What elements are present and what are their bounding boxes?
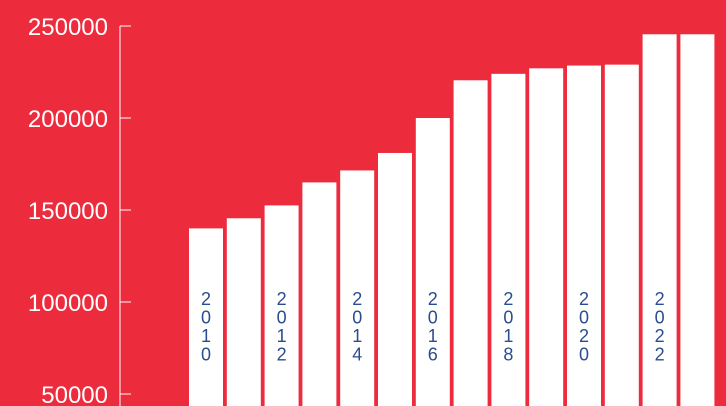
- bar: [378, 152, 412, 406]
- y-tick-label: 50000: [41, 382, 108, 406]
- bar: [189, 228, 223, 406]
- bar: [529, 68, 564, 406]
- y-tick-label: 200000: [28, 106, 108, 133]
- bar: [302, 182, 337, 406]
- bar: [567, 65, 601, 406]
- bar: [340, 170, 375, 406]
- bar: [680, 34, 715, 406]
- y-tick-label: 250000: [28, 14, 108, 41]
- y-tick-label: 150000: [28, 198, 108, 225]
- bar: [226, 218, 261, 406]
- bar: [415, 118, 450, 406]
- bar: [453, 80, 488, 406]
- bar: [491, 73, 526, 406]
- bar: [642, 34, 677, 406]
- y-tick-label: 100000: [28, 290, 108, 317]
- bar: [264, 205, 299, 406]
- bar: [604, 64, 639, 406]
